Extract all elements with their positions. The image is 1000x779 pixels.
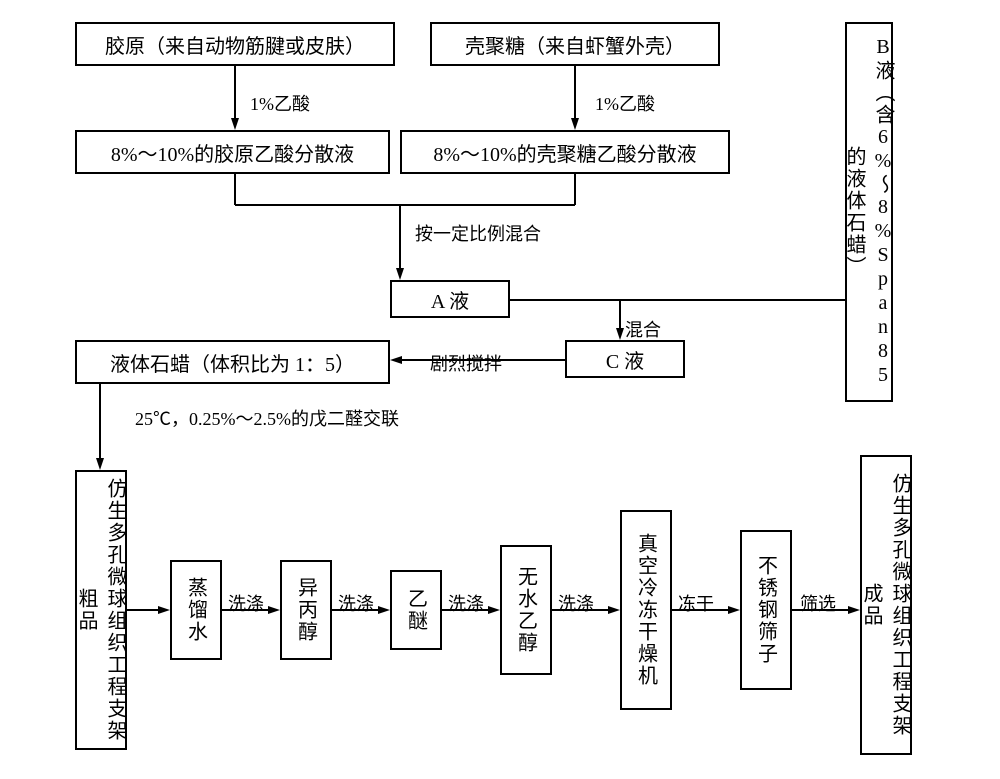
text: 液体石蜡（体积比为 1：5） — [110, 348, 355, 377]
box-collagen-src: 胶原（来自动物筋腱或皮肤） — [75, 22, 395, 66]
box-ethanol: 无水乙醇 — [500, 545, 552, 675]
label-wash3: 洗涤 — [448, 590, 484, 616]
box-chitosan-src: 壳聚糖（来自虾蟹外壳） — [430, 22, 720, 66]
text: 仿生多孔微球组织工程支架粗品 — [72, 478, 130, 742]
box-sieve: 不锈钢筛子 — [740, 530, 792, 690]
text: 无水乙醇 — [512, 566, 541, 654]
box-product: 仿生多孔微球组织工程支架成品 — [860, 455, 912, 755]
text: 仿生多孔微球组织工程支架成品 — [857, 463, 915, 747]
label-wash2: 洗涤 — [338, 590, 374, 616]
box-dist-water: 蒸馏水 — [170, 560, 222, 660]
text: 蒸馏水 — [182, 577, 211, 643]
box-chitosan-disp: 8%～10%的壳聚糖乙酸分散液 — [400, 130, 730, 174]
label-acetic-1: 1%乙酸 — [250, 90, 310, 116]
text: A 液 — [431, 285, 469, 314]
text: B液（含6%～8%Span85的液体石蜡） — [840, 30, 898, 394]
box-liquid-a: A 液 — [390, 280, 510, 318]
text: 乙醚 — [402, 588, 431, 632]
text: 胶原（来自动物筋腱或皮肤） — [105, 30, 365, 59]
box-liquid-c: C 液 — [565, 340, 685, 378]
label-acetic-2: 1%乙酸 — [595, 90, 655, 116]
label-mix: 混合 — [625, 316, 661, 342]
text: 8%～10%的胶原乙酸分散液 — [111, 138, 354, 167]
box-paraffin: 液体石蜡（体积比为 1：5） — [75, 340, 390, 384]
label-wash4: 洗涤 — [558, 590, 594, 616]
label-wash1: 洗涤 — [228, 590, 264, 616]
label-stir: 剧烈搅拌 — [430, 350, 502, 376]
box-freeze-dryer: 真空冷冻干燥机 — [620, 510, 672, 710]
text: 异丙醇 — [292, 577, 321, 643]
box-isopropanol: 异丙醇 — [280, 560, 332, 660]
text: 壳聚糖（来自虾蟹外壳） — [465, 30, 685, 59]
box-liquid-b: B液（含6%～8%Span85的液体石蜡） — [845, 22, 893, 402]
text: 不锈钢筛子 — [752, 555, 781, 665]
text: 真空冷冻干燥机 — [632, 533, 661, 687]
text: 8%～10%的壳聚糖乙酸分散液 — [433, 138, 696, 167]
label-mix-ratio: 按一定比例混合 — [415, 220, 541, 246]
label-freeze: 冻干 — [678, 590, 714, 616]
box-collagen-disp: 8%～10%的胶原乙酸分散液 — [75, 130, 390, 174]
box-ether: 乙醚 — [390, 570, 442, 650]
text: C 液 — [606, 345, 644, 374]
label-crosslink: 25℃，0.25%～2.5%的戊二醛交联 — [135, 405, 399, 431]
label-screen: 筛选 — [800, 590, 836, 616]
box-crude: 仿生多孔微球组织工程支架粗品 — [75, 470, 127, 750]
